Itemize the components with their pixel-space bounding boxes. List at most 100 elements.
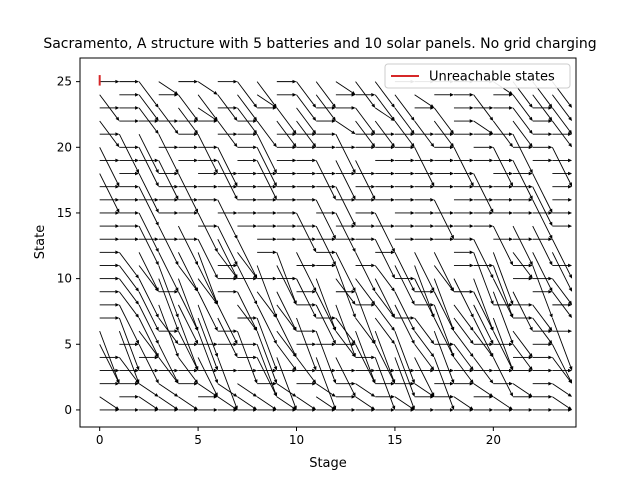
y-tick-label: 10 bbox=[57, 272, 72, 286]
quiver-arrow bbox=[335, 224, 356, 228]
quiver-arrow bbox=[492, 147, 514, 187]
quiver-arrow bbox=[178, 265, 199, 292]
quiver-arrow bbox=[99, 158, 120, 163]
quiver-arrow bbox=[492, 120, 514, 148]
quiver-arrow bbox=[178, 225, 199, 266]
quiver-arrow bbox=[473, 145, 494, 150]
quiver-arrow bbox=[552, 171, 573, 176]
quiver-arrow bbox=[237, 265, 258, 305]
quiver-arrow bbox=[178, 119, 199, 123]
quiver-arrow bbox=[335, 186, 356, 227]
quiver-arrow bbox=[178, 357, 199, 384]
quiver-arrow bbox=[493, 368, 514, 373]
quiver-arrow bbox=[138, 383, 159, 397]
quiver-arrow bbox=[335, 342, 356, 347]
quiver-arrow bbox=[552, 107, 573, 135]
quiver-arrow bbox=[138, 330, 159, 358]
quiver-arrow bbox=[237, 198, 258, 202]
quiver-arrow bbox=[296, 357, 317, 384]
quiver-arrow bbox=[158, 184, 179, 189]
quiver-arrow bbox=[158, 145, 179, 150]
quiver-arrow bbox=[99, 316, 120, 320]
quiver-arrow bbox=[512, 330, 533, 358]
quiver-arrow bbox=[453, 224, 474, 228]
quiver-arrow bbox=[394, 171, 415, 176]
quiver-arrow bbox=[237, 81, 258, 108]
quiver-arrow bbox=[374, 278, 395, 319]
quiver-arrow bbox=[375, 132, 395, 136]
quiver-arrow bbox=[316, 106, 336, 110]
quiver-arrow bbox=[551, 344, 573, 384]
quiver-arrow bbox=[532, 211, 553, 215]
legend-box bbox=[384, 63, 571, 89]
quiver-arrow bbox=[296, 120, 317, 148]
quiver-arrow bbox=[119, 119, 140, 123]
quiver-arrow bbox=[493, 184, 514, 189]
quiver-arrow bbox=[493, 198, 514, 202]
quiver-arrow bbox=[276, 224, 297, 228]
quiver-arrow bbox=[315, 94, 336, 122]
x-axis-label: Stage bbox=[309, 456, 347, 471]
quiver-arrow bbox=[158, 396, 179, 410]
quiver-arrow bbox=[532, 199, 553, 240]
quiver-arrow bbox=[99, 224, 120, 228]
quiver-arrow bbox=[217, 171, 238, 176]
quiver-arrow bbox=[434, 184, 454, 189]
quiver-arrow bbox=[473, 184, 494, 189]
quiver-arrow bbox=[532, 342, 553, 347]
quiver-arrow bbox=[335, 133, 356, 174]
quiver-arrow bbox=[257, 381, 277, 386]
quiver-arrow bbox=[237, 383, 258, 397]
quiver-arrow bbox=[316, 342, 336, 347]
quiver-arrow bbox=[119, 145, 140, 150]
y-axis-label: State bbox=[33, 225, 48, 259]
quiver-arrow bbox=[552, 278, 573, 305]
quiver-arrow bbox=[276, 383, 297, 397]
quiver-arrow bbox=[276, 276, 297, 281]
quiver-arrow bbox=[434, 171, 454, 176]
quiver-arrow bbox=[198, 145, 218, 150]
quiver-arrow bbox=[414, 289, 435, 294]
quiver-arrow bbox=[178, 237, 199, 242]
quiver-arrow bbox=[532, 106, 553, 110]
quiver-arrow bbox=[119, 408, 140, 412]
quiver-arrow bbox=[532, 276, 553, 281]
quiver-arrow bbox=[158, 107, 179, 135]
quiver-arrow bbox=[493, 381, 514, 386]
quiver-arrow bbox=[257, 237, 277, 242]
quiver-arrow bbox=[513, 368, 533, 373]
quiver-arrow bbox=[473, 383, 494, 397]
quiver-arrow bbox=[453, 147, 474, 187]
quiver-arrow bbox=[139, 368, 159, 373]
quiver-arrow bbox=[532, 265, 553, 319]
quiver-arrow bbox=[178, 211, 199, 215]
quiver-arrow bbox=[434, 342, 454, 347]
quiver-arrow bbox=[532, 355, 553, 360]
quiver-arrow bbox=[335, 408, 356, 412]
quiver-arrow bbox=[374, 212, 395, 253]
quiver-arrow bbox=[138, 107, 159, 135]
quiver-arrows bbox=[99, 79, 573, 412]
quiver-arrow bbox=[414, 357, 435, 397]
quiver-arrow bbox=[276, 92, 297, 97]
quiver-arrow bbox=[237, 291, 258, 332]
quiver-arrow bbox=[119, 265, 140, 292]
quiver-arrow bbox=[99, 147, 120, 187]
quiver-arrow bbox=[178, 79, 199, 84]
quiver-arrow bbox=[433, 278, 455, 332]
quiver-arrow bbox=[414, 303, 435, 307]
quiver-arrow bbox=[296, 198, 317, 202]
quiver-arrow bbox=[119, 224, 140, 228]
quiver-arrow bbox=[394, 330, 415, 384]
quiver-arrow bbox=[434, 381, 454, 386]
quiver-arrow bbox=[375, 408, 395, 412]
quiver-arrow bbox=[532, 173, 553, 213]
quiver-arrow bbox=[276, 132, 297, 136]
quiver-arrow bbox=[158, 237, 179, 242]
quiver-arrow bbox=[178, 184, 199, 189]
quiver-arrow bbox=[296, 237, 317, 242]
quiver-arrow bbox=[99, 198, 120, 202]
quiver-arrow bbox=[217, 304, 238, 345]
quiver-arrow bbox=[158, 198, 179, 202]
